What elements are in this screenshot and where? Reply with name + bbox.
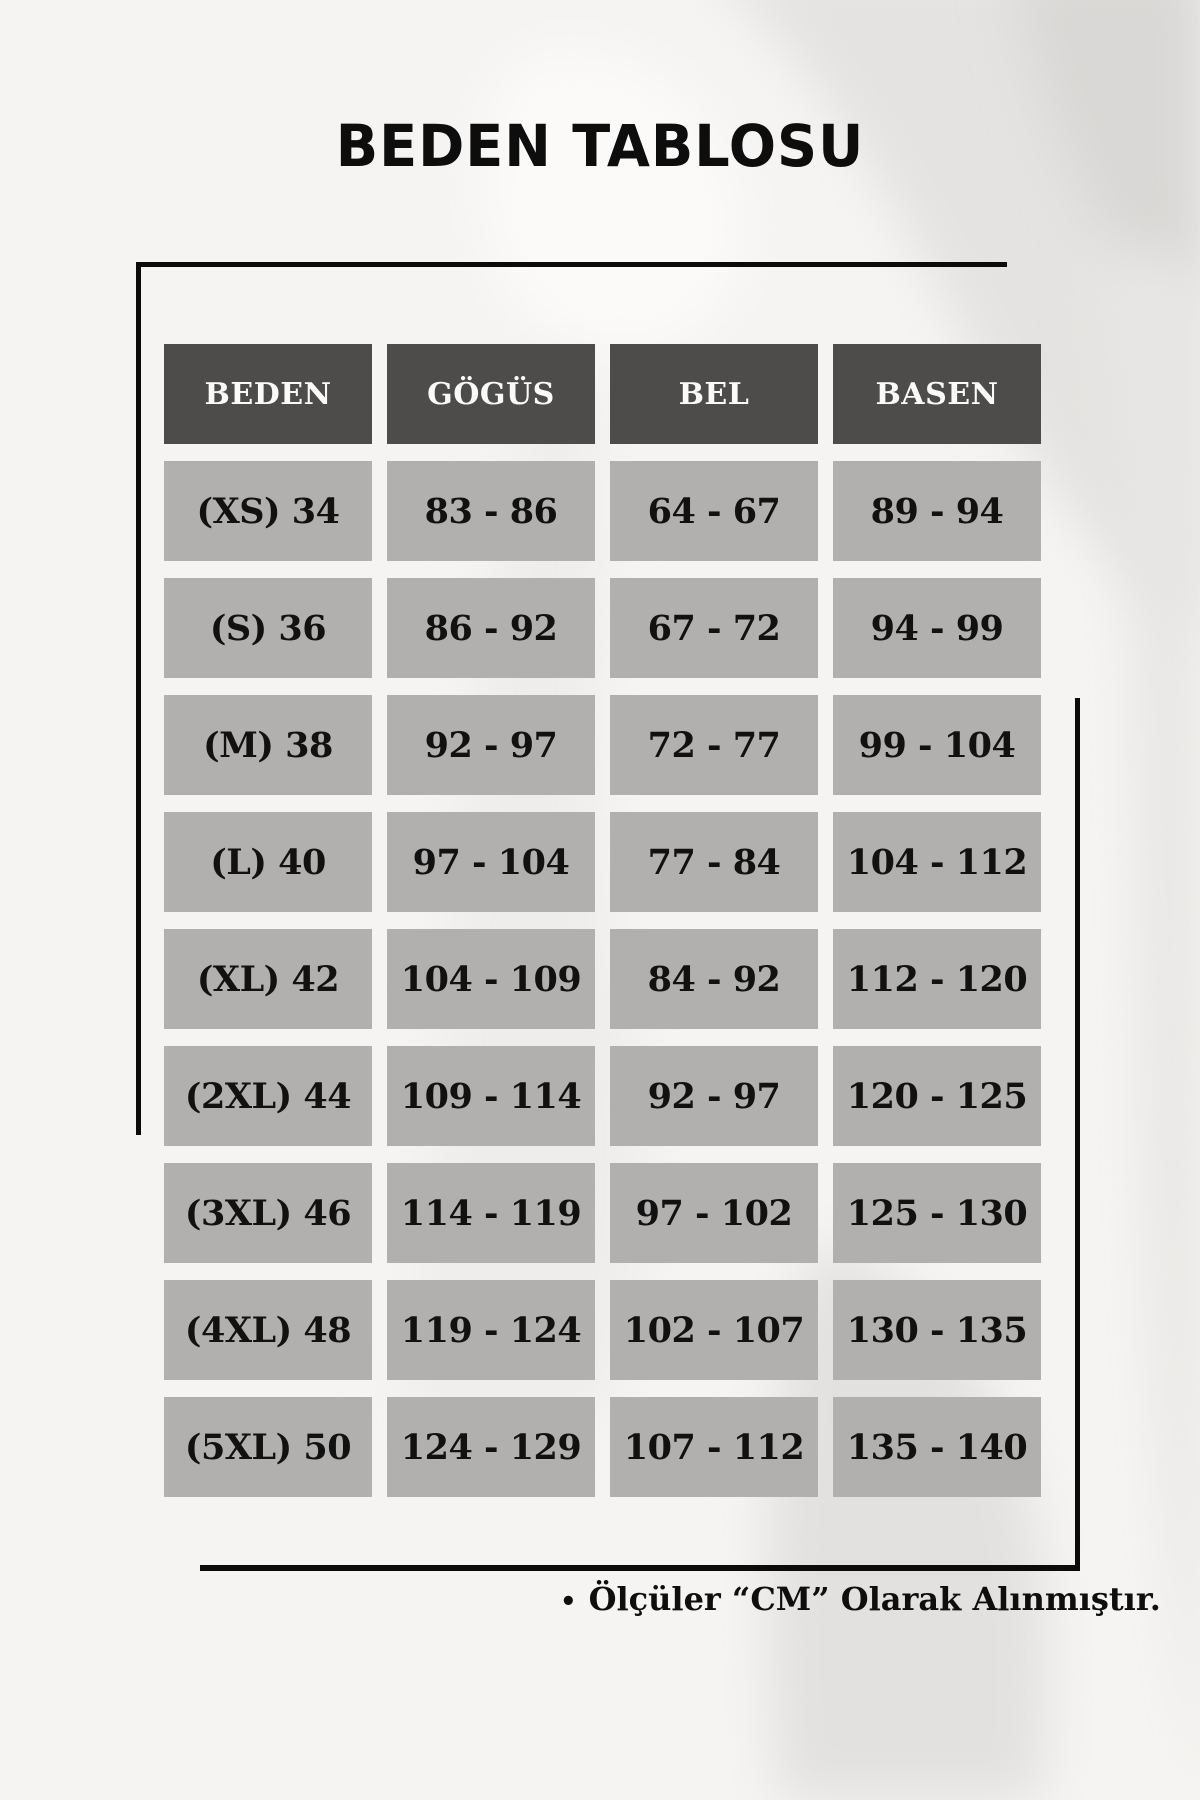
table-cell: 120 - 125: [833, 1046, 1041, 1146]
table-cell: 94 - 99: [833, 578, 1041, 678]
table-row: (S) 36 86 - 92 67 - 72 94 - 99: [164, 578, 1041, 678]
table-header-row: BEDEN GÖGÜS BEL BASEN: [164, 344, 1041, 444]
table-cell: 124 - 129: [387, 1397, 595, 1497]
size-table: BEDEN GÖGÜS BEL BASEN (XS) 34 83 - 86 64 - 67 8…: [164, 344, 1041, 1497]
table-row: (L) 40 97 - 104 77 - 84 104 - 112: [164, 812, 1041, 912]
table-cell: (3XL) 46: [164, 1163, 372, 1263]
table-cell: 102 - 107: [610, 1280, 818, 1380]
frame-line-right: [1075, 698, 1080, 1570]
column-header-beden: BEDEN: [164, 344, 372, 444]
table-cell: 107 - 112: [610, 1397, 818, 1497]
table-cell: (S) 36: [164, 578, 372, 678]
column-header-bel: BEL: [610, 344, 818, 444]
footer-note: • Ölçüler “CM” Olarak Alınmıştır.: [560, 1580, 1161, 1618]
table-cell: 92 - 97: [610, 1046, 818, 1146]
table-cell: (5XL) 50: [164, 1397, 372, 1497]
table-cell: (4XL) 48: [164, 1280, 372, 1380]
table-cell: 97 - 104: [387, 812, 595, 912]
page-title: BEDEN TABLOSU: [335, 112, 865, 180]
table-cell: 64 - 67: [610, 461, 818, 561]
table-cell: 135 - 140: [833, 1397, 1041, 1497]
table-cell: 67 - 72: [610, 578, 818, 678]
table-cell: 99 - 104: [833, 695, 1041, 795]
table-row: (4XL) 48 119 - 124 102 - 107 130 - 135: [164, 1280, 1041, 1380]
table-cell: (XS) 34: [164, 461, 372, 561]
table-row: (3XL) 46 114 - 119 97 - 102 125 - 130: [164, 1163, 1041, 1263]
table-cell: (XL) 42: [164, 929, 372, 1029]
table-row: (XS) 34 83 - 86 64 - 67 89 - 94: [164, 461, 1041, 561]
table-cell: 97 - 102: [610, 1163, 818, 1263]
table-row: (XL) 42 104 - 109 84 - 92 112 - 120: [164, 929, 1041, 1029]
table-cell: (2XL) 44: [164, 1046, 372, 1146]
table-cell: 114 - 119: [387, 1163, 595, 1263]
table-cell: 104 - 109: [387, 929, 595, 1029]
table-cell: 92 - 97: [387, 695, 595, 795]
table-cell: 89 - 94: [833, 461, 1041, 561]
table-cell: 109 - 114: [387, 1046, 595, 1146]
table-cell: 125 - 130: [833, 1163, 1041, 1263]
footer-note-text: Ölçüler “CM” Olarak Alınmıştır.: [588, 1580, 1161, 1618]
bullet-icon: •: [560, 1586, 577, 1617]
table-cell: 72 - 77: [610, 695, 818, 795]
table-row: (M) 38 92 - 97 72 - 77 99 - 104: [164, 695, 1041, 795]
column-header-basen: BASEN: [833, 344, 1041, 444]
table-cell: 83 - 86: [387, 461, 595, 561]
frame-line-bottom: [200, 1565, 1080, 1571]
table-cell: 104 - 112: [833, 812, 1041, 912]
frame-line-left: [136, 262, 141, 1135]
table-cell: 119 - 124: [387, 1280, 595, 1380]
column-header-ggs: GÖGÜS: [387, 344, 595, 444]
table-cell: 86 - 92: [387, 578, 595, 678]
table-cell: (L) 40: [164, 812, 372, 912]
frame-line-top: [136, 262, 1007, 267]
table-row: (2XL) 44 109 - 114 92 - 97 120 - 125: [164, 1046, 1041, 1146]
table-cell: 112 - 120: [833, 929, 1041, 1029]
table-cell: 130 - 135: [833, 1280, 1041, 1380]
table-row: (5XL) 50 124 - 129 107 - 112 135 - 140: [164, 1397, 1041, 1497]
table-cell: 77 - 84: [610, 812, 818, 912]
table-cell: 84 - 92: [610, 929, 818, 1029]
table-cell: (M) 38: [164, 695, 372, 795]
